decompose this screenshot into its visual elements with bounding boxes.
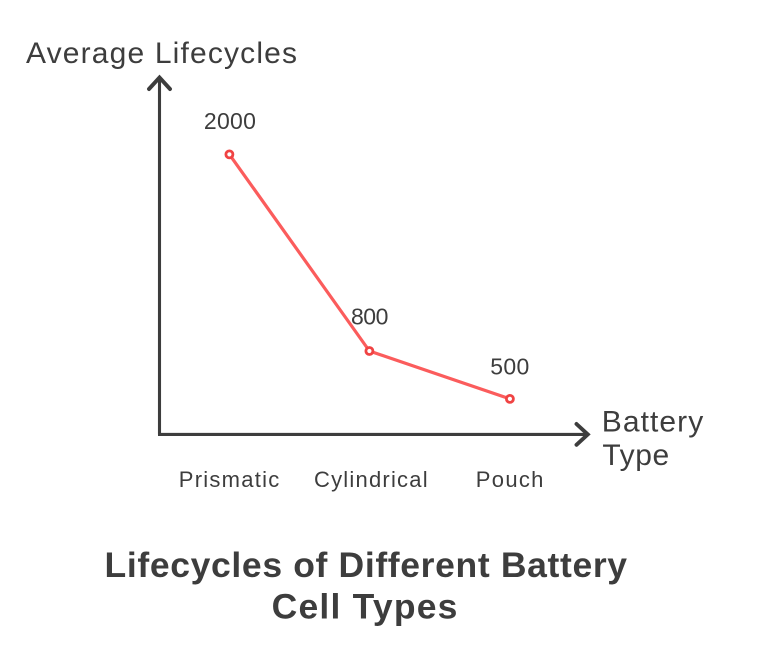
svg-text:Average Lifecycles: Average Lifecycles <box>26 37 297 70</box>
svg-text:Battery: Battery <box>602 405 703 438</box>
svg-text:Pouch: Pouch <box>476 467 544 492</box>
svg-text:Prismatic: Prismatic <box>179 467 280 492</box>
svg-text:Cell Types: Cell Types <box>272 586 458 626</box>
svg-text:500: 500 <box>490 353 529 379</box>
svg-text:2000: 2000 <box>204 108 256 134</box>
svg-text:Cylindrical: Cylindrical <box>314 467 428 492</box>
svg-text:800: 800 <box>351 304 389 330</box>
svg-text:Lifecycles of Different Batter: Lifecycles of Different Battery <box>105 545 628 585</box>
svg-text:Type: Type <box>602 439 669 472</box>
